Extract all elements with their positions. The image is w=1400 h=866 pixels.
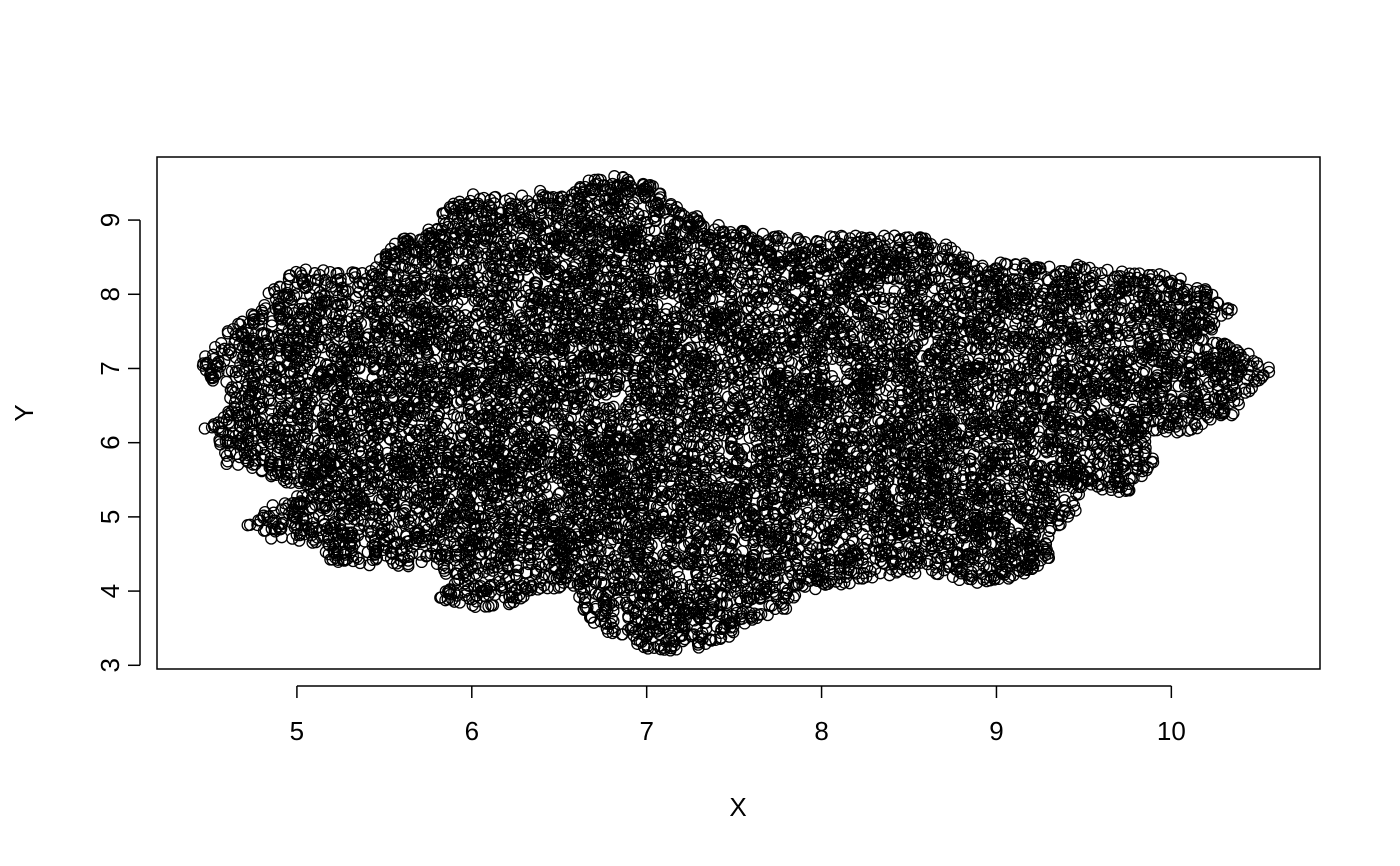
- data-point: [837, 401, 850, 415]
- data-point: [368, 331, 382, 344]
- data-point: [278, 497, 292, 510]
- data-point: [878, 239, 891, 252]
- data-point: [540, 316, 554, 329]
- data-point: [655, 363, 668, 376]
- data-point: [925, 564, 939, 577]
- data-point: [727, 302, 741, 315]
- data-point: [467, 247, 480, 260]
- data-point: [274, 424, 287, 437]
- data-point: [281, 382, 295, 395]
- data-point: [346, 554, 360, 568]
- data-point: [383, 276, 397, 289]
- data-point: [752, 570, 765, 583]
- data-point: [929, 561, 943, 574]
- data-point: [1031, 315, 1045, 328]
- data-point: [847, 333, 861, 347]
- data-point: [197, 357, 210, 370]
- data-point: [1221, 307, 1234, 320]
- data-point: [547, 407, 560, 420]
- data-point: [1131, 389, 1144, 403]
- data-point: [642, 223, 656, 236]
- data-point: [509, 278, 522, 292]
- data-point: [712, 429, 725, 442]
- data-point: [317, 264, 330, 277]
- data-point: [740, 277, 753, 290]
- data-points: [196, 170, 1276, 657]
